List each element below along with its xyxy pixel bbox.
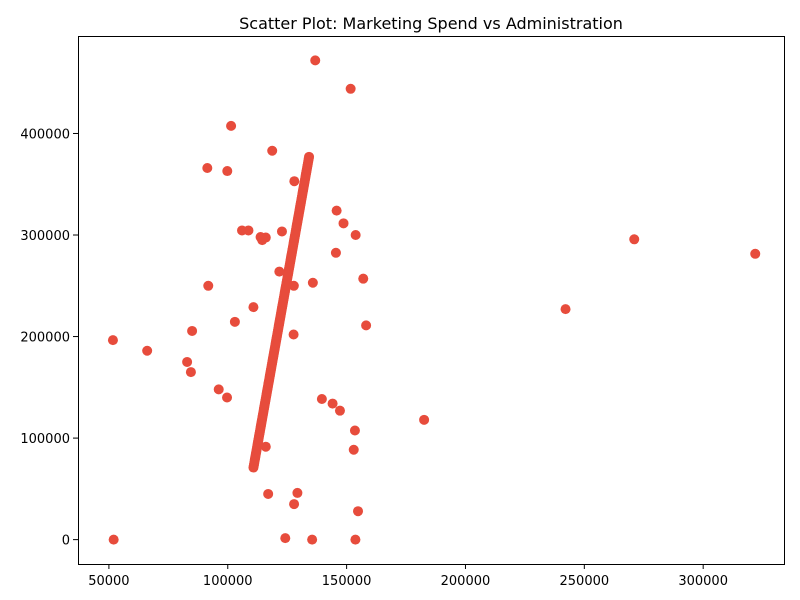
data-point (358, 273, 369, 284)
data-point (182, 356, 193, 367)
data-point (327, 398, 338, 409)
data-point (142, 345, 153, 356)
data-point (350, 230, 361, 241)
data-point (330, 247, 341, 258)
data-point (289, 499, 300, 510)
data-point (213, 384, 224, 395)
data-point (248, 302, 259, 313)
data-point (345, 83, 356, 94)
data-point (348, 444, 359, 455)
data-point (203, 280, 214, 291)
x-tick-label: 250000 (560, 574, 610, 589)
y-tick-label: 100000 (20, 432, 70, 447)
data-point (108, 534, 119, 545)
data-point (307, 277, 318, 288)
y-tick-label: 200000 (20, 331, 70, 346)
data-point (316, 394, 327, 404)
x-tick-label: 150000 (322, 574, 372, 589)
data-point (263, 488, 274, 499)
data-point (276, 226, 287, 237)
data-point (288, 329, 299, 340)
data-point (257, 235, 268, 246)
x-tick-label: 50000 (88, 574, 129, 589)
data-point (267, 145, 278, 156)
data-point (243, 225, 254, 236)
y-tick-label: 0 (62, 534, 70, 549)
data-point (560, 304, 571, 315)
plot-frame (78, 36, 785, 565)
x-tick-label: 200000 (441, 574, 491, 589)
data-point (185, 367, 196, 378)
data-point (274, 266, 285, 277)
data-point (229, 316, 240, 327)
data-point (361, 320, 372, 331)
data-point (629, 234, 640, 245)
x-axis: 50000 100000 150000 200000 250000 300000 (88, 564, 728, 589)
data-point (187, 325, 198, 336)
data-point (338, 218, 349, 229)
points-layer (107, 55, 761, 545)
data-point (202, 163, 213, 173)
data-point (349, 425, 360, 436)
data-point (304, 151, 315, 162)
y-tick-label: 300000 (20, 229, 70, 244)
data-point (226, 120, 237, 131)
data-point (419, 414, 430, 425)
data-point (280, 533, 291, 544)
data-point (292, 487, 303, 498)
x-tick-label: 100000 (203, 574, 253, 589)
data-point (350, 534, 361, 545)
data-point (310, 55, 321, 66)
data-point (750, 248, 761, 259)
data-point (260, 441, 271, 452)
data-point (331, 205, 342, 216)
data-point (222, 166, 233, 177)
data-point (289, 176, 300, 187)
x-tick-label: 300000 (678, 574, 728, 589)
data-point (222, 392, 233, 403)
data-point (353, 506, 364, 517)
y-axis: 0 100000 200000 300000 400000 (20, 127, 78, 549)
y-tick-label: 400000 (20, 127, 70, 142)
chart-title: Scatter Plot: Marketing Spend vs Adminis… (239, 14, 623, 33)
data-point (107, 335, 118, 346)
data-point (288, 280, 299, 291)
data-point (334, 405, 345, 416)
data-point (307, 534, 318, 545)
